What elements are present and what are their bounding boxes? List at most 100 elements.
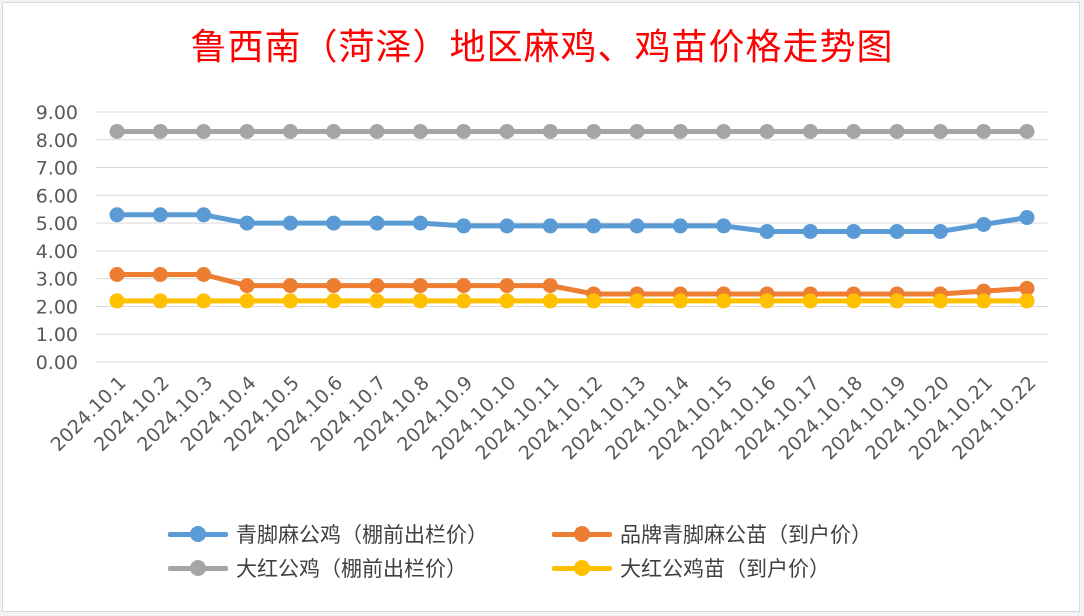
legend-label: 大红公鸡苗（到户价） [620, 557, 830, 581]
data-point [326, 215, 342, 231]
series-lines [109, 123, 1035, 309]
data-point [759, 123, 775, 139]
data-point [456, 123, 472, 139]
data-point [846, 293, 862, 309]
data-point [932, 123, 948, 139]
legend-marker [552, 524, 612, 544]
data-point [672, 293, 688, 309]
data-point [672, 218, 688, 234]
data-point [846, 223, 862, 239]
data-point [456, 218, 472, 234]
data-point [499, 218, 515, 234]
data-point [326, 278, 342, 294]
legend-label: 青脚麻公鸡（棚前出栏价） [236, 523, 488, 547]
data-point [239, 293, 255, 309]
data-point [542, 123, 558, 139]
data-point [542, 293, 558, 309]
data-point [932, 223, 948, 239]
data-point [369, 293, 385, 309]
data-point [282, 123, 298, 139]
data-point [109, 293, 125, 309]
data-point [369, 278, 385, 294]
data-point [629, 293, 645, 309]
legend: 青脚麻公鸡（棚前出栏价） 品牌青脚麻公苗（到户价） 大红公鸡（棚前出栏价） 大红… [168, 510, 928, 590]
y-tick-label: 8.00 [36, 130, 78, 152]
data-point [716, 123, 732, 139]
data-point [976, 123, 992, 139]
data-point [889, 223, 905, 239]
data-point [196, 293, 212, 309]
data-point [196, 267, 212, 282]
data-point [412, 293, 428, 309]
data-point [716, 218, 732, 234]
legend-label: 大红公鸡（棚前出栏价） [236, 557, 467, 581]
data-point [369, 123, 385, 139]
data-point [1019, 123, 1035, 139]
gridlines [96, 111, 1048, 363]
data-point [1019, 293, 1035, 309]
data-point [109, 207, 125, 223]
data-point [239, 215, 255, 231]
data-point [976, 217, 992, 232]
data-point [282, 215, 298, 231]
data-point [369, 215, 385, 231]
series-line [114, 212, 1030, 234]
data-point [802, 293, 818, 309]
data-point [152, 267, 168, 282]
data-point [239, 123, 255, 139]
y-tick-label: 5.00 [36, 213, 78, 235]
data-point [456, 278, 472, 294]
data-point [1019, 280, 1035, 296]
data-point [759, 223, 775, 239]
series-1 [109, 207, 1035, 239]
legend-item-series-4: 大红公鸡苗（到户价） [552, 552, 830, 584]
data-point [889, 123, 905, 139]
data-point [499, 123, 515, 139]
data-point [1019, 210, 1035, 226]
data-point [542, 278, 558, 294]
data-point [759, 293, 775, 309]
data-point [672, 123, 688, 139]
legend-item-series-3: 大红公鸡（棚前出栏价） [168, 552, 467, 584]
data-point [109, 267, 125, 282]
data-point [976, 293, 992, 309]
y-tick-label: 0.00 [36, 352, 78, 374]
data-point [499, 293, 515, 309]
y-tick-label: 9.00 [36, 102, 78, 124]
data-point [152, 123, 168, 139]
data-point [456, 293, 472, 309]
y-tick-label: 4.00 [36, 241, 78, 263]
data-point [889, 293, 905, 309]
chart-title: 鲁西南（菏泽）地区麻鸡、鸡苗价格走势图 [190, 27, 894, 68]
data-point [802, 123, 818, 139]
legend-item-series-1: 青脚麻公鸡（棚前出栏价） [168, 518, 488, 550]
data-point [109, 123, 125, 139]
data-point [629, 123, 645, 139]
data-point [846, 123, 862, 139]
data-point [586, 218, 602, 234]
data-point [629, 218, 645, 234]
legend-marker [168, 524, 228, 544]
data-point [239, 278, 255, 294]
data-point [412, 123, 428, 139]
legend-item-series-2: 品牌青脚麻公苗（到户价） [552, 518, 872, 550]
data-point [586, 123, 602, 139]
y-tick-label: 3.00 [36, 269, 78, 291]
y-axis-ticks: 0.00 1.00 2.00 3.00 4.00 5.00 6.00 7.00 8.00 9.00 [36, 102, 78, 374]
data-point [932, 293, 948, 309]
data-point [196, 123, 212, 139]
data-point [499, 278, 515, 294]
data-point [326, 293, 342, 309]
data-point [196, 207, 212, 223]
data-point [326, 123, 342, 139]
data-point [586, 293, 602, 309]
y-tick-label: 2.00 [36, 296, 78, 318]
legend-label: 品牌青脚麻公苗（到户价） [620, 523, 872, 547]
series-line [114, 272, 1030, 297]
series-3 [109, 123, 1035, 139]
x-axis-ticks: 2024.10.12024.10.22024.10.32024.10.42024… [47, 372, 1041, 464]
legend-marker [168, 558, 228, 578]
legend-marker [552, 558, 612, 578]
data-point [282, 293, 298, 309]
